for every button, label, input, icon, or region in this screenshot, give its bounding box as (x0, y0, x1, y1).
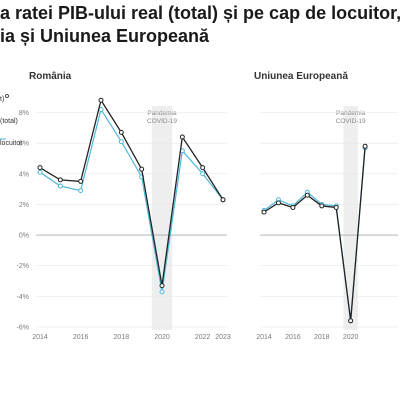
chart-title-line-2: ia și Uniunea Europeană (0, 26, 210, 46)
data-point-total (200, 165, 206, 171)
data-point-total (261, 209, 267, 215)
panel-title: Uniunea Europeană (254, 71, 348, 82)
data-point-total (37, 165, 43, 171)
legend-entry: (total) (0, 118, 18, 125)
pandemic-label-line-2: COVID-19 (147, 118, 177, 125)
data-point-total (220, 197, 226, 203)
series-line-per-capita (39, 107, 224, 292)
y-tick-label: -6% (17, 324, 29, 331)
pandemic-label: Pandemia (147, 110, 177, 117)
x-tick-label: 2014 (256, 334, 272, 341)
data-point-total (179, 134, 185, 140)
data-point-total (362, 143, 368, 149)
y-tick-label: 6% (19, 141, 29, 148)
data-point-total (159, 283, 165, 289)
data-point-per-capita (57, 183, 63, 189)
data-point-total (139, 166, 145, 172)
y-tick-label: 8% (19, 110, 29, 117)
x-tick-label: 2018 (314, 334, 330, 341)
x-tick-label: 2022 (195, 334, 211, 341)
data-point-total (348, 318, 354, 324)
legend-entry: locuitor (0, 140, 23, 147)
data-point-total (319, 203, 325, 209)
data-point-per-capita (78, 188, 84, 194)
y-tick-label: -2% (17, 263, 29, 270)
x-tick-label: 2016 (285, 334, 301, 341)
data-point-total (98, 97, 104, 103)
legend-entry: t) (0, 96, 4, 103)
data-point-per-capita (159, 289, 165, 295)
data-point-total (290, 204, 296, 210)
series-line-total (39, 98, 224, 286)
data-point-per-capita (37, 169, 43, 175)
y-tick-label: 0% (19, 233, 29, 240)
chart-title-line-1: a ratei PIB-ului real (total) și pe cap … (0, 3, 400, 23)
y-tick-label: 2% (19, 202, 29, 209)
data-point-per-capita (118, 139, 124, 145)
data-point-total (333, 204, 339, 210)
pandemic-label: Pandemia (336, 110, 366, 117)
y-tick-label: -4% (17, 294, 29, 301)
series-line-total (263, 146, 366, 321)
legend-marker-total (5, 94, 9, 98)
data-point-per-capita (200, 171, 206, 177)
data-point-total (118, 129, 124, 135)
x-tick-label: 2014 (32, 334, 48, 341)
pandemic-band (151, 106, 173, 330)
data-point-total (78, 178, 84, 184)
pandemic-label-line-2: COVID-19 (336, 118, 366, 125)
data-point-total (57, 177, 63, 183)
x-tick-label: 2020 (343, 334, 359, 341)
data-point-total (304, 192, 310, 198)
y-tick-label: 4% (19, 171, 29, 178)
x-tick-label: 2016 (73, 334, 89, 341)
legend: t) (total) locuitor (0, 94, 23, 147)
data-point-total (275, 200, 281, 206)
x-tick-label: 2018 (114, 334, 130, 341)
x-tick-label: 2020 (154, 334, 170, 341)
x-tick-label: 2023 (215, 334, 231, 341)
chart-title: a ratei PIB-ului real (total) și pe cap … (0, 0, 400, 52)
panel-title: România (29, 71, 72, 82)
